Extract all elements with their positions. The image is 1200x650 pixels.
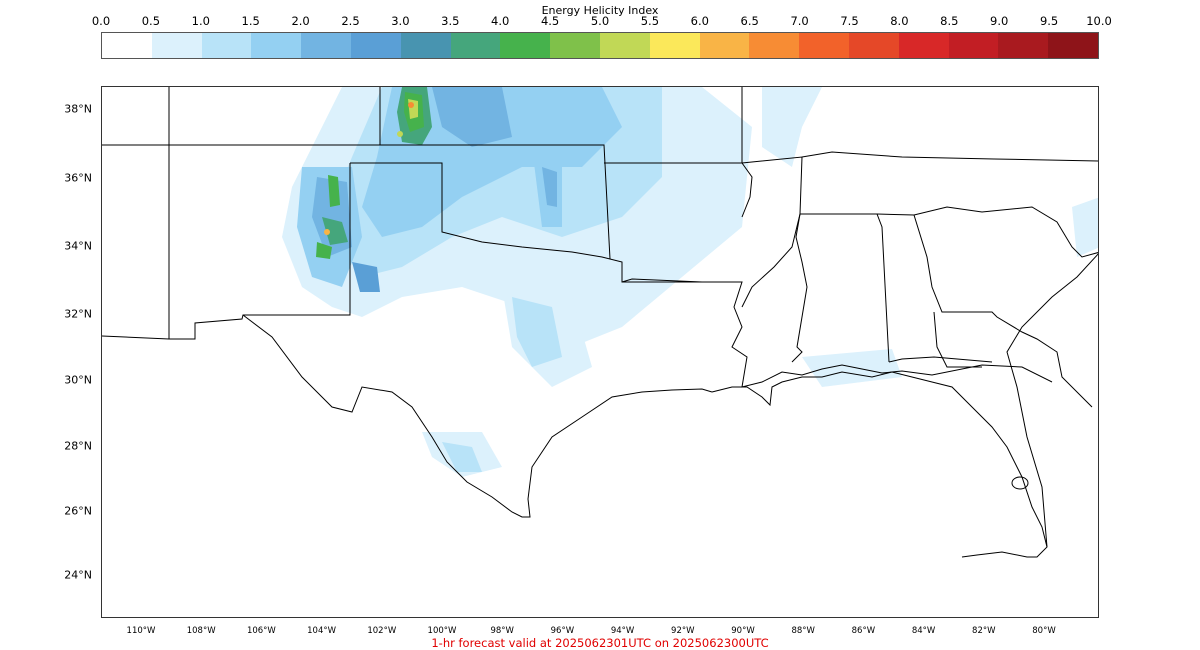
colorbar-segment <box>450 33 501 58</box>
colorbar-tick-label: 5.0 <box>590 14 610 28</box>
colorbar-tick-label: 8.5 <box>940 14 959 28</box>
forecast-caption: 1-hr forecast valid at 2025062301UTC on … <box>431 636 769 650</box>
longitude-label: 96°W <box>550 626 575 636</box>
map-frame[interactable] <box>101 86 1099 618</box>
longitude-label: 80°W <box>1032 626 1056 636</box>
colorbar-segment <box>699 33 750 58</box>
colorbar <box>101 32 1099 59</box>
colorbar-segment <box>599 33 650 58</box>
colorbar-segment <box>350 33 401 58</box>
longitude-label: 92°W <box>671 626 695 636</box>
colorbar-segment <box>948 33 999 58</box>
colorbar-tick-label: 7.0 <box>790 14 809 28</box>
colorbar-segment <box>749 33 800 58</box>
latitude-label: 24°N <box>64 568 92 582</box>
colorbar-tick-label: 8.0 <box>890 14 909 28</box>
colorbar-tick-label: 3.5 <box>441 14 460 28</box>
colorbar-tick-label: 0.0 <box>91 14 111 28</box>
colorbar-tick-label: 4.0 <box>491 14 510 28</box>
colorbar-segment <box>898 33 949 58</box>
longitude-label: 110°W <box>126 626 156 636</box>
colorbar-title: Energy Helicity Index <box>541 4 659 17</box>
latitude-label: 26°N <box>64 504 92 518</box>
colorbar-tick-label: 6.0 <box>690 14 709 28</box>
longitude-label: 102°W <box>367 626 397 636</box>
colorbar-tick-label: 10.0 <box>1086 14 1112 28</box>
longitude-label: 104°W <box>307 626 337 636</box>
colorbar-segment <box>201 33 252 58</box>
colorbar-tick-label: 4.5 <box>540 14 560 28</box>
longitude-label: 84°W <box>911 626 936 636</box>
latitude-label: 30°N <box>64 373 92 387</box>
colorbar-tick-label: 3.0 <box>391 14 410 28</box>
latitude-label: 36°N <box>64 171 92 185</box>
latitude-label: 32°N <box>64 307 92 321</box>
colorbar-tick-label: 1.5 <box>241 14 260 28</box>
colorbar-segment <box>998 33 1049 58</box>
longitude-label: 108°W <box>186 626 216 636</box>
colorbar-segment <box>301 33 351 58</box>
latitude-label: 28°N <box>64 439 92 453</box>
longitude-label: 100°W <box>427 626 457 636</box>
ehi-shading <box>282 87 1098 477</box>
longitude-label: 88°W <box>791 626 815 636</box>
colorbar-segment <box>649 33 700 58</box>
latitude-label: 38°N <box>64 102 92 116</box>
colorbar-tick-label: 9.5 <box>1039 14 1059 28</box>
colorbar-segment <box>799 33 849 58</box>
boundaries <box>102 87 1098 558</box>
longitude-label: 106°W <box>246 626 276 636</box>
longitude-label: 94°W <box>610 626 635 636</box>
colorbar-segment <box>848 33 899 58</box>
longitude-label: 98°W <box>490 626 514 636</box>
colorbar-tick-label: 2.0 <box>291 14 310 28</box>
colorbar-tick-label: 9.0 <box>990 14 1009 28</box>
colorbar-segment <box>151 33 202 58</box>
colorbar-tick-label: 0.5 <box>141 14 161 28</box>
colorbar-tick-label: 6.5 <box>740 14 759 28</box>
colorbar-segment <box>1048 33 1098 58</box>
colorbar-segment <box>251 33 302 58</box>
latitude-label: 34°N <box>64 239 92 253</box>
longitude-label: 82°W <box>972 626 996 636</box>
colorbar-tick-label: 5.5 <box>640 14 660 28</box>
colorbar-segment <box>500 33 551 58</box>
colorbar-tick-label: 7.5 <box>840 14 859 28</box>
colorbar-segment <box>102 33 152 58</box>
longitude-label: 90°W <box>731 626 755 636</box>
colorbar-segment <box>400 33 451 58</box>
colorbar-tick-label: 1.0 <box>191 14 210 28</box>
map-canvas <box>102 87 1098 558</box>
longitude-label: 86°W <box>851 626 876 636</box>
colorbar-segment <box>550 33 600 58</box>
colorbar-tick-label: 2.5 <box>341 14 360 28</box>
